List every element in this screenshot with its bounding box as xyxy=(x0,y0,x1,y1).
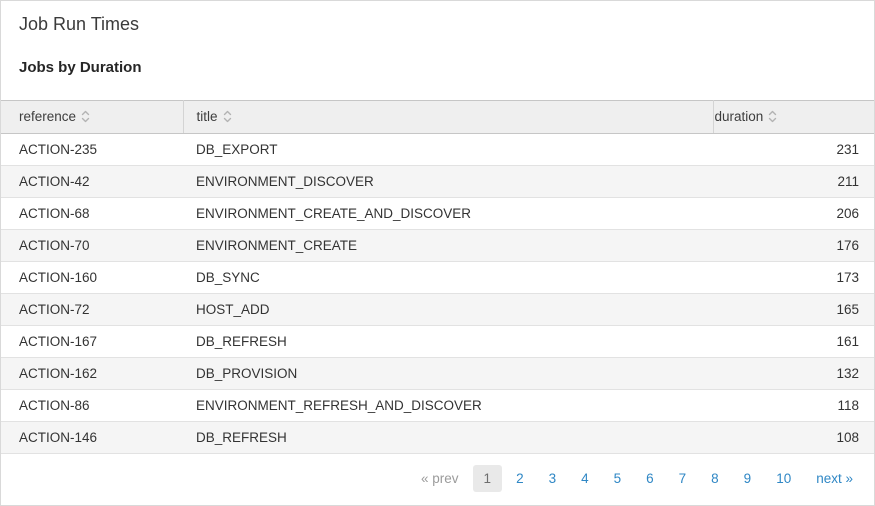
cell-reference: ACTION-235 xyxy=(1,133,183,166)
cell-title: DB_REFRESH xyxy=(183,325,713,358)
pagination: « prev 1 2 3 4 5 6 7 8 9 10 next » xyxy=(1,454,874,492)
pagination-page-current[interactable]: 1 xyxy=(472,465,503,492)
cell-reference: ACTION-160 xyxy=(1,261,183,294)
cell-duration: 161 xyxy=(713,325,874,358)
cell-duration: 132 xyxy=(713,357,874,390)
table-row: ACTION-160 DB_SYNC 173 xyxy=(1,261,874,294)
column-header-duration[interactable]: duration xyxy=(713,100,874,134)
table-row: ACTION-42 ENVIRONMENT_DISCOVER 211 xyxy=(1,165,874,198)
cell-duration: 165 xyxy=(713,293,874,326)
pagination-page[interactable]: 2 xyxy=(516,471,524,486)
column-header-title-label: title xyxy=(196,108,218,124)
cell-title: ENVIRONMENT_REFRESH_AND_DISCOVER xyxy=(183,389,713,422)
pagination-page[interactable]: 8 xyxy=(711,471,719,486)
cell-reference: ACTION-42 xyxy=(1,165,183,198)
column-header-reference-label: reference xyxy=(19,108,77,124)
pagination-prev[interactable]: « prev xyxy=(421,471,459,486)
pagination-page[interactable]: 10 xyxy=(776,471,792,486)
cell-reference: ACTION-70 xyxy=(1,229,183,262)
column-header-title[interactable]: title xyxy=(183,100,714,134)
cell-title: DB_REFRESH xyxy=(183,421,713,454)
sort-icon xyxy=(768,110,777,126)
cell-title: DB_SYNC xyxy=(183,261,713,294)
cell-title: DB_PROVISION xyxy=(183,357,713,390)
cell-title: DB_EXPORT xyxy=(183,133,713,166)
cell-title: ENVIRONMENT_DISCOVER xyxy=(183,165,713,198)
table-row: ACTION-146 DB_REFRESH 108 xyxy=(1,421,874,454)
pagination-next[interactable]: next » xyxy=(816,471,853,486)
sort-icon xyxy=(223,110,232,126)
pagination-page[interactable]: 6 xyxy=(646,471,654,486)
cell-duration: 118 xyxy=(713,389,874,422)
cell-title: HOST_ADD xyxy=(183,293,713,326)
column-header-duration-label: duration xyxy=(714,108,764,124)
cell-duration: 206 xyxy=(713,197,874,230)
cell-duration: 231 xyxy=(713,133,874,166)
jobs-table-body: ACTION-235 DB_EXPORT 231 ACTION-42 ENVIR… xyxy=(1,133,874,454)
column-header-reference[interactable]: reference xyxy=(1,100,184,134)
sort-icon xyxy=(81,110,90,126)
page-title: Job Run Times xyxy=(19,14,140,34)
table-subtitle: Jobs by Duration xyxy=(19,59,142,76)
table-row: ACTION-235 DB_EXPORT 231 xyxy=(1,133,874,166)
pagination-page[interactable]: 7 xyxy=(678,471,687,486)
jobs-table-header: reference title duration xyxy=(1,100,874,134)
cell-duration: 173 xyxy=(713,261,874,294)
pagination-pages: 1 2 3 4 5 6 7 8 9 10 xyxy=(470,465,803,492)
cell-duration: 108 xyxy=(713,421,874,454)
table-row: ACTION-167 DB_REFRESH 161 xyxy=(1,325,874,358)
table-row: ACTION-162 DB_PROVISION 132 xyxy=(1,357,874,390)
cell-reference: ACTION-162 xyxy=(1,357,183,390)
cell-reference: ACTION-86 xyxy=(1,389,183,422)
pagination-page[interactable]: 4 xyxy=(581,471,589,486)
cell-reference: ACTION-146 xyxy=(1,421,183,454)
pagination-page[interactable]: 3 xyxy=(548,471,557,486)
cell-duration: 211 xyxy=(713,165,874,198)
table-row: ACTION-68 ENVIRONMENT_CREATE_AND_DISCOVE… xyxy=(1,197,874,230)
cell-title: ENVIRONMENT_CREATE xyxy=(183,229,713,262)
cell-reference: ACTION-68 xyxy=(1,197,183,230)
cell-title: ENVIRONMENT_CREATE_AND_DISCOVER xyxy=(183,197,713,230)
cell-duration: 176 xyxy=(713,229,874,262)
table-row: ACTION-86 ENVIRONMENT_REFRESH_AND_DISCOV… xyxy=(1,389,874,422)
table-row: ACTION-70 ENVIRONMENT_CREATE 176 xyxy=(1,229,874,262)
pagination-page[interactable]: 9 xyxy=(743,471,752,486)
jobs-table: reference title duration ACTION-235 DB_E… xyxy=(1,100,874,454)
table-row: ACTION-72 HOST_ADD 165 xyxy=(1,293,874,326)
widget-header: Job Run Times Jobs by Duration xyxy=(1,1,874,76)
cell-reference: ACTION-167 xyxy=(1,325,183,358)
cell-reference: ACTION-72 xyxy=(1,293,183,326)
pagination-page[interactable]: 5 xyxy=(613,471,622,486)
